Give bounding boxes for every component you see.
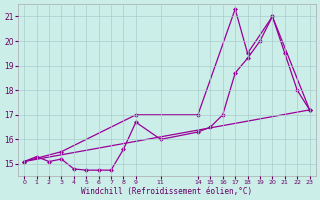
- X-axis label: Windchill (Refroidissement éolien,°C): Windchill (Refroidissement éolien,°C): [81, 187, 252, 196]
